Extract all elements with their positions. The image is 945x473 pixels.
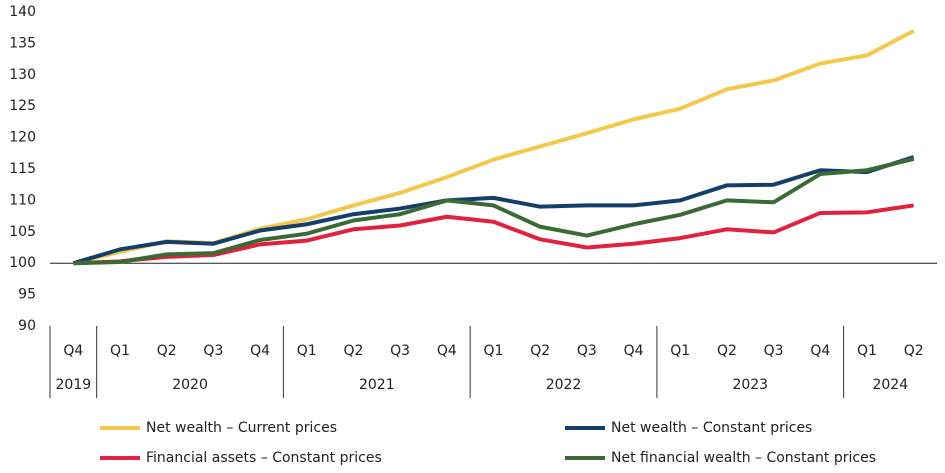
y-tick-label: 95 (18, 287, 36, 303)
year-label: 2023 (732, 377, 768, 393)
y-tick-label: 125 (9, 98, 36, 114)
x-tick-label: Q4 (63, 343, 83, 359)
y-tick-label: 90 (18, 318, 36, 334)
x-tick-label: Q2 (530, 343, 550, 359)
x-tick-label: Q1 (857, 343, 877, 359)
x-tick-label: Q2 (157, 343, 177, 359)
x-tick-label: Q4 (810, 343, 830, 359)
series-line (72, 155, 915, 266)
legend-label: Net wealth – Constant prices (611, 420, 812, 436)
x-tick-label: Q1 (670, 343, 690, 359)
x-tick-label: Q1 (110, 343, 130, 359)
y-tick-label: 110 (9, 192, 36, 208)
y-tick-label: 100 (9, 255, 36, 271)
legend-label: Net wealth – Current prices (146, 420, 337, 436)
x-tick-label: Q1 (297, 343, 317, 359)
x-tick-label: Q2 (904, 343, 924, 359)
x-tick-label: Q3 (390, 343, 410, 359)
x-tick-label: Q1 (484, 343, 504, 359)
y-tick-label: 135 (9, 35, 36, 51)
y-tick-label: 120 (9, 130, 36, 146)
x-tick-label: Q2 (717, 343, 737, 359)
year-label: 2021 (359, 377, 395, 393)
y-tick-label: 115 (9, 161, 36, 177)
y-tick-label: 140 (9, 4, 36, 20)
y-tick-label: 130 (9, 67, 36, 83)
y-tick-label: 105 (9, 224, 36, 240)
x-tick-label: Q4 (437, 343, 457, 359)
x-tick-label: Q2 (343, 343, 363, 359)
year-label: 2019 (56, 377, 92, 393)
x-tick-label: Q4 (624, 343, 644, 359)
year-label: 2022 (546, 377, 582, 393)
legend-label: Financial assets – Constant prices (146, 450, 382, 466)
x-tick-label: Q3 (764, 343, 784, 359)
year-label: 2024 (872, 377, 908, 393)
x-tick-label: Q3 (577, 343, 597, 359)
series-line (73, 157, 915, 266)
x-tick-label: Q3 (203, 343, 223, 359)
legend-label: Net financial wealth – Constant prices (611, 450, 876, 466)
x-tick-label: Q4 (250, 343, 270, 359)
year-label: 2020 (172, 377, 208, 393)
